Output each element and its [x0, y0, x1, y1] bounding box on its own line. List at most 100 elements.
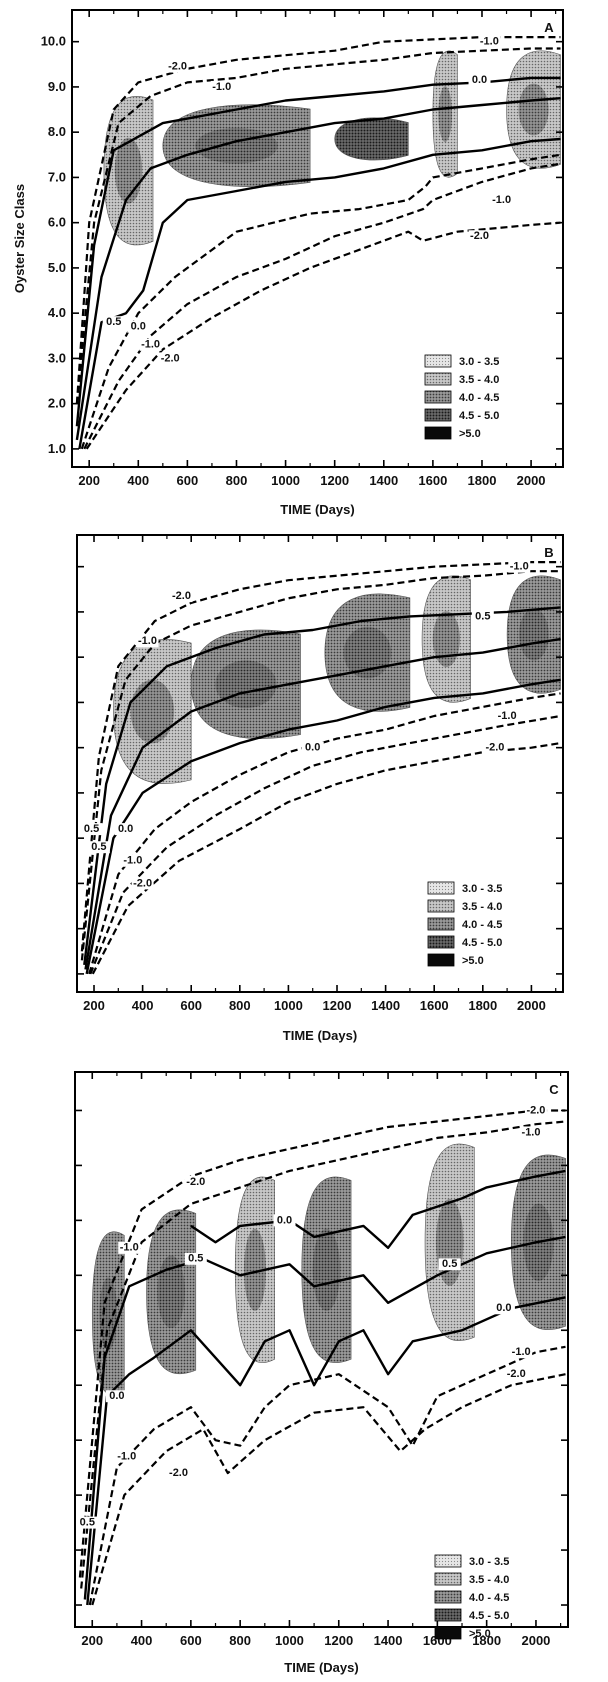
x-tick-label: 1200 — [320, 473, 349, 488]
legend-swatch — [427, 917, 455, 931]
legend-swatch — [427, 899, 455, 913]
legend-label: 3.0 - 3.5 — [459, 356, 499, 368]
legend-label: 4.0 - 4.5 — [459, 392, 499, 404]
x-tick-label: 1200 — [323, 998, 352, 1013]
x-tick-label: 800 — [226, 473, 248, 488]
contour-label: -1.0 — [492, 194, 511, 206]
x-tick-label: 1800 — [468, 998, 497, 1013]
contour-label: -1.0 — [522, 1126, 541, 1138]
contour-label-bg — [496, 709, 519, 722]
legend-swatch — [424, 354, 452, 368]
legend-label: 3.5 - 4.0 — [459, 374, 499, 386]
x-axis-title: TIME (Days) — [280, 502, 354, 517]
shaded-core — [518, 608, 549, 661]
contour-label-bg — [510, 1346, 533, 1359]
x-tick-label: 800 — [229, 998, 251, 1013]
contour-label: 0.5 — [106, 316, 121, 328]
y-tick-label: 2.0 — [48, 396, 66, 411]
contour-label: -1.0 — [138, 635, 157, 647]
contour-label: -2.0 — [186, 1176, 205, 1188]
contour-label-bg — [301, 741, 324, 754]
plot-frame — [76, 534, 564, 993]
legend-swatch — [424, 408, 452, 422]
contour-label-bg — [490, 194, 513, 207]
legend-label: 4.5 - 5.0 — [462, 937, 502, 949]
contour-label: -1.0 — [512, 1346, 531, 1358]
x-tick-label: 200 — [78, 473, 100, 488]
contour-label: 0.5 — [442, 1258, 457, 1270]
x-tick-label: 1000 — [274, 998, 303, 1013]
contour-label-bg — [471, 610, 494, 623]
contour-label: -1.0 — [120, 1242, 139, 1254]
shaded-core — [130, 679, 175, 744]
contour-label: 0.5 — [84, 823, 99, 835]
legend-swatch — [427, 953, 455, 967]
legend-label: >5.0 — [469, 1628, 491, 1640]
contour-label-bg — [166, 60, 189, 73]
legend-label: 3.5 - 4.0 — [469, 1574, 509, 1586]
x-tick-label: 1000 — [275, 1633, 304, 1648]
y-tick-label: 7.0 — [48, 169, 66, 184]
contour-label: 0.5 — [475, 610, 490, 622]
y-tick-label: 3.0 — [48, 350, 66, 365]
x-tick-label: 200 — [83, 998, 105, 1013]
contour-line — [78, 1109, 566, 1578]
legend-label: >5.0 — [459, 428, 481, 440]
contour-line — [86, 1296, 566, 1606]
contour-label-bg — [127, 320, 150, 333]
contour-label: -1.0 — [141, 339, 160, 351]
contour-label-bg — [105, 1390, 128, 1403]
panel-a: -2.0-1.00.0-1.00.5 0.0-1.0-2.0-1.0-2.0200… — [12, 9, 564, 517]
y-axis-title: Oyster Size Class — [12, 184, 27, 293]
contour-label-bg — [520, 1126, 543, 1139]
y-tick-label: 8.0 — [48, 124, 66, 139]
contour-label-bg — [468, 230, 491, 243]
contour-line — [75, 47, 561, 404]
contour-label-bg — [131, 877, 154, 890]
contour-line — [75, 97, 561, 441]
shaded-core — [215, 660, 277, 709]
contour-label: -2.0 — [507, 1368, 526, 1380]
contour-line — [85, 221, 561, 450]
y-tick-label: 6.0 — [48, 215, 66, 230]
legend-swatch — [424, 390, 452, 404]
legend-label: 4.5 - 5.0 — [459, 410, 499, 422]
contour-line — [83, 1235, 566, 1600]
contour-line — [190, 1169, 566, 1249]
shaded-core — [312, 1228, 341, 1311]
legend-label: 4.0 - 4.5 — [462, 919, 502, 931]
x-tick-label: 2000 — [521, 1633, 550, 1648]
legend-swatch — [434, 1590, 462, 1604]
legend-swatch — [434, 1554, 462, 1568]
x-tick-label: 200 — [81, 1633, 103, 1648]
y-tick-label: 9.0 — [48, 79, 66, 94]
y-tick-label: 5.0 — [48, 260, 66, 275]
shaded-core — [438, 86, 453, 142]
x-tick-label: 1200 — [324, 1633, 353, 1648]
contour-label: -2.0 — [161, 352, 180, 364]
x-tick-label: 600 — [180, 998, 202, 1013]
y-tick-label: 10.0 — [41, 34, 66, 49]
panel-letter: B — [544, 545, 553, 560]
contour-label-bg — [478, 35, 501, 48]
contour-label: 0.0 — [118, 823, 133, 835]
legend-swatch — [434, 1608, 462, 1622]
x-tick-label: 1800 — [468, 473, 497, 488]
contour-line — [91, 1373, 566, 1606]
contour-line — [80, 153, 561, 450]
contour-label-bg — [524, 1104, 547, 1117]
contour-label: 0.5 — [91, 841, 106, 853]
panel-letter: C — [549, 1082, 559, 1097]
legend-swatch — [427, 881, 455, 895]
contour-label-bg — [114, 823, 137, 836]
x-tick-label: 1400 — [371, 998, 400, 1013]
contour-label-bg — [167, 1467, 190, 1480]
contour-label: -1.0 — [480, 36, 499, 48]
contour-label: -1.0 — [510, 561, 529, 573]
contour-label-bg — [505, 1368, 528, 1381]
panel-b: -2.0 -1.0 -1.0 0.5 0.5 0.0 0.5 -1.0 -2.0 0.0 -1.0 -… — [76, 534, 564, 1043]
contour-label: -2.0 — [172, 590, 191, 602]
x-tick-label: 400 — [132, 998, 154, 1013]
panel-letter: A — [544, 20, 554, 35]
